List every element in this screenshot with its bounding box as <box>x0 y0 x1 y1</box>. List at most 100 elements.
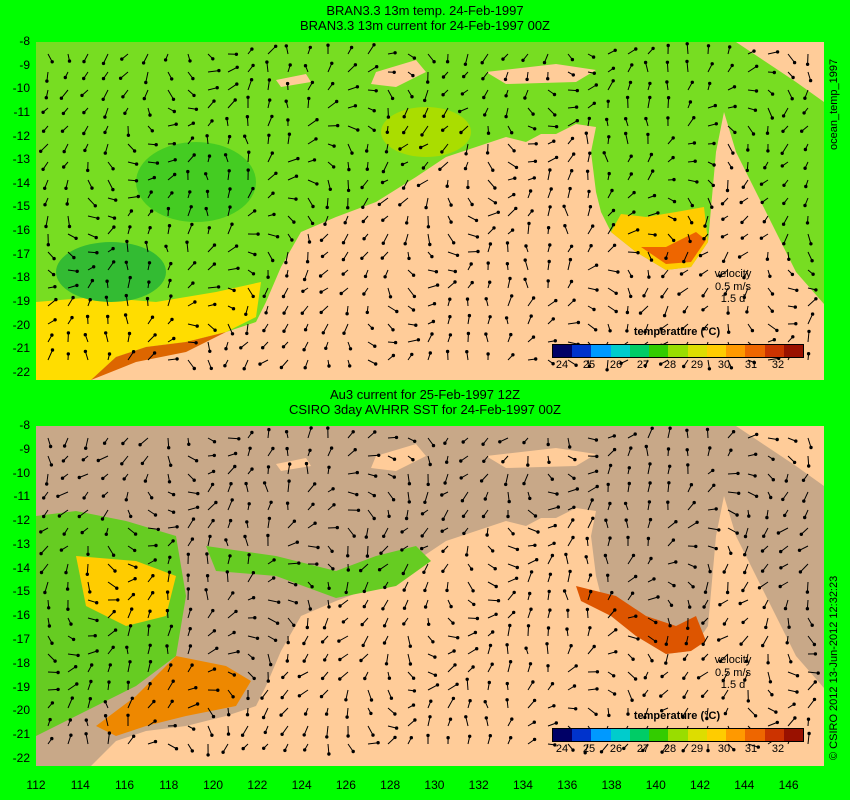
current-arrow-head <box>656 595 660 599</box>
current-arrow-head <box>613 608 617 612</box>
current-arrow-head <box>363 676 367 681</box>
current-arrow-head <box>243 134 247 138</box>
current-arrow-head <box>762 605 766 610</box>
current-arrow-head <box>566 608 570 613</box>
current-arrow-head <box>372 43 376 47</box>
current-arrow <box>607 224 614 235</box>
colorbar-tick-label: 32 <box>771 743 785 755</box>
current-arrow-head <box>627 481 631 486</box>
current-arrow <box>424 491 429 503</box>
current-arrow-head <box>466 185 470 190</box>
current-arrow <box>59 509 69 517</box>
current-arrow-head <box>84 718 88 722</box>
current-arrow <box>447 683 458 691</box>
current-arrow-head <box>553 339 557 343</box>
current-arrow <box>187 703 198 709</box>
current-arrow-head <box>656 211 660 215</box>
current-arrow-head <box>745 168 749 173</box>
current-arrow-head <box>292 623 296 628</box>
current-arrow-head <box>191 281 195 285</box>
current-arrow-head <box>94 235 98 240</box>
current-arrow-head <box>729 448 733 452</box>
current-arrow-head <box>211 608 215 613</box>
current-arrow-head <box>152 175 157 180</box>
current-arrow-head <box>251 63 255 68</box>
current-arrow-head <box>754 452 758 456</box>
current-arrow-head <box>262 746 266 750</box>
current-arrow-head <box>101 76 106 81</box>
current-arrow-head <box>43 203 47 207</box>
current-arrow-head <box>115 586 119 590</box>
current-arrow-head <box>167 224 172 228</box>
current-arrow <box>187 359 195 369</box>
current-arrow-head <box>677 292 681 296</box>
current-arrow-head <box>168 278 172 283</box>
current-arrow-head <box>571 535 575 540</box>
current-arrow-head <box>50 60 54 64</box>
current-arrow <box>727 143 734 154</box>
current-arrow-head <box>510 228 515 232</box>
current-arrow-head <box>458 109 462 114</box>
current-arrow-head <box>643 715 647 720</box>
current-arrow-head <box>705 427 710 432</box>
current-arrow-head <box>441 549 445 554</box>
current-arrow-head <box>795 674 800 678</box>
current-arrow-head <box>331 81 335 86</box>
current-arrow-head <box>625 310 630 315</box>
current-arrow-head <box>548 243 552 247</box>
current-arrow-head <box>808 78 813 83</box>
current-arrow <box>227 83 238 91</box>
current-arrow-head <box>643 60 648 65</box>
current-arrow-head <box>163 58 168 62</box>
current-arrow-head <box>487 680 491 685</box>
current-arrow-head <box>494 584 498 589</box>
current-arrow-head <box>89 679 93 684</box>
current-arrow-head <box>552 139 556 143</box>
current-arrow-head <box>613 48 617 53</box>
current-arrow <box>527 625 529 637</box>
current-arrow-head <box>650 659 654 663</box>
current-arrow-head <box>464 152 468 156</box>
current-arrow <box>306 463 309 475</box>
current-arrow-head <box>271 191 275 195</box>
lon-tick: 134 <box>512 778 533 792</box>
current-arrow-head <box>807 329 811 334</box>
top-lat-tick: -16 <box>12 223 30 238</box>
current-arrow-head <box>324 712 329 716</box>
current-arrow-head <box>781 114 786 118</box>
current-arrow-head <box>791 75 795 80</box>
current-arrow-head <box>402 130 406 135</box>
current-arrow-head <box>315 182 319 186</box>
current-arrow <box>800 563 809 573</box>
current-arrow-head <box>727 330 731 334</box>
current-arrow <box>367 44 375 55</box>
current-arrow-head <box>404 516 409 521</box>
current-arrow-head <box>525 77 529 82</box>
current-arrow-head <box>696 676 701 680</box>
current-arrow-head <box>195 702 200 706</box>
current-arrow-head <box>702 605 706 609</box>
current-arrow-head <box>383 275 387 279</box>
current-arrow-head <box>294 583 298 587</box>
current-arrow-head <box>351 749 355 754</box>
current-arrow-head <box>765 515 769 520</box>
current-arrow-head <box>44 96 49 100</box>
current-arrow-head <box>113 628 118 632</box>
current-arrow-head <box>253 616 257 620</box>
current-arrow <box>447 698 454 709</box>
current-arrow-head <box>423 605 428 609</box>
current-arrow <box>227 99 236 109</box>
current-arrow-head <box>407 482 412 486</box>
bottom-sst-warm-west <box>76 556 176 626</box>
current-arrow-head <box>446 736 450 740</box>
current-arrow-head <box>460 499 465 503</box>
current-arrow-head <box>690 203 694 208</box>
current-arrow <box>107 733 110 745</box>
current-arrow <box>57 491 69 497</box>
current-arrow-head <box>428 715 432 719</box>
current-arrow-head <box>381 218 385 222</box>
current-arrow-head <box>483 700 487 704</box>
current-arrow-head <box>672 583 676 588</box>
current-arrow-head <box>308 45 312 50</box>
current-arrow-head <box>247 553 251 557</box>
